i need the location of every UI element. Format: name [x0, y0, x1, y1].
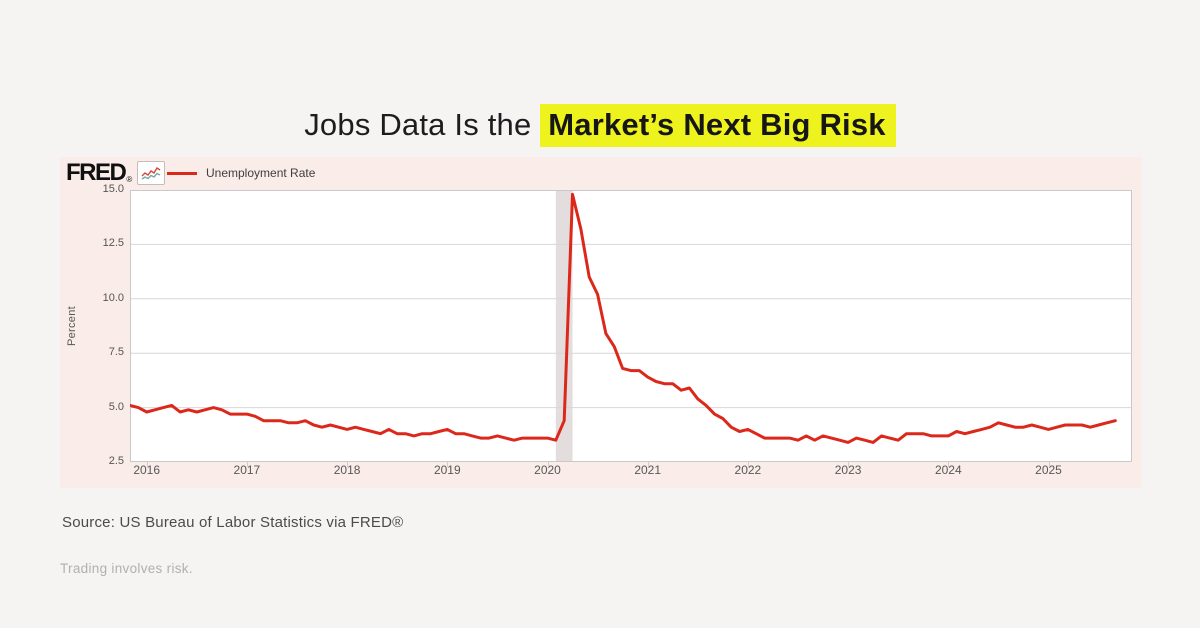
source-note: Source: US Bureau of Labor Statistics vi… [62, 514, 404, 531]
plot-area [130, 190, 1132, 462]
x-tick-mark [246, 462, 248, 467]
x-tick-label: 2017 [233, 463, 261, 477]
x-tick-mark [447, 462, 449, 467]
x-tick-mark [747, 462, 749, 467]
x-tick-mark [948, 462, 950, 467]
y-tick-label: 15.0 [102, 183, 124, 195]
x-tick-label: 2024 [934, 463, 962, 477]
y-tick-label: 5.0 [108, 400, 124, 413]
title-highlight-text: Market’s Next Big Risk [540, 103, 896, 147]
y-tick-label: 7.5 [108, 346, 124, 359]
fred-sparkline-icon [137, 161, 166, 185]
legend-label: Unemployment Rate [206, 166, 316, 180]
chart-legend: Unemployment Rate [167, 165, 315, 181]
x-tick-label: 2023 [834, 463, 862, 477]
unemployment-line-chart [130, 190, 1132, 462]
x-tick-label: 2021 [634, 463, 662, 477]
x-tick-label: 2016 [133, 463, 161, 477]
plot-background [130, 190, 1132, 462]
x-tick-mark [1048, 462, 1050, 467]
legend-line-swatch [167, 171, 197, 175]
plot-border [130, 190, 1132, 462]
disclaimer: Trading involves risk. [60, 561, 193, 576]
fred-logo: FRED ® [66, 159, 166, 186]
y-tick-label: 10.0 [102, 291, 124, 304]
registered-mark: ® [126, 175, 133, 184]
fred-chart-card: FRED ® Unemployment Rate Percent 2.5 5.0 7… [60, 157, 1141, 488]
x-tick-label: 2019 [433, 463, 461, 477]
x-tick-mark [848, 462, 850, 467]
page-title: Jobs Data Is the Market’s Next Big Risk [0, 103, 1200, 147]
x-tick-mark [347, 462, 349, 467]
unemployment-rate-line [130, 192, 1117, 444]
x-tick-mark [647, 462, 649, 467]
recession-band [555, 190, 573, 462]
x-tick-mark [146, 462, 148, 467]
x-tick-label: 2022 [734, 463, 762, 477]
x-tick-label: 2025 [1035, 463, 1062, 477]
title-normal-text: Jobs Data Is the [304, 106, 541, 142]
y-tick-label: 2.5 [108, 455, 124, 467]
fred-wordmark: FRED [66, 159, 127, 186]
x-tick-mark [547, 462, 549, 467]
y-tick-label: 12.5 [102, 237, 124, 250]
x-tick-label: 2020 [534, 463, 561, 477]
x-tick-label: 2018 [333, 463, 361, 477]
